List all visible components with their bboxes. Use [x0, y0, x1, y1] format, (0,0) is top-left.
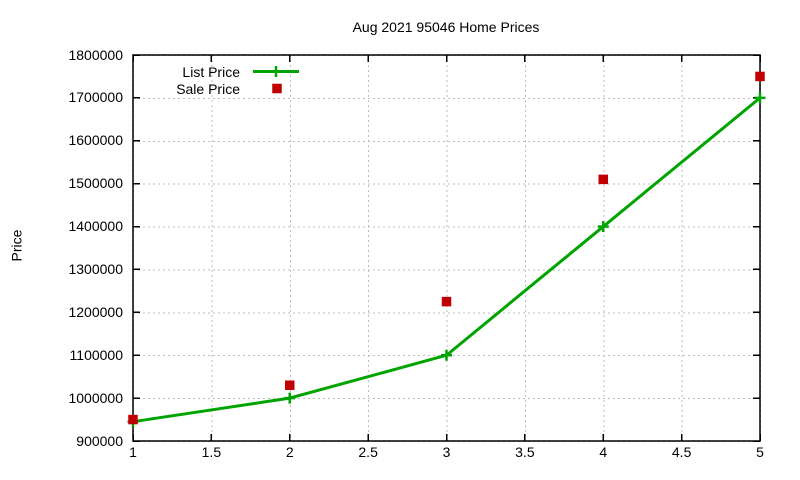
- chart-title: Aug 2021 95046 Home Prices: [352, 19, 540, 35]
- plot-frame: [132, 54, 761, 442]
- x-tick-label: 4: [599, 444, 608, 460]
- x-tick-label: 4.5: [671, 444, 692, 460]
- y-tick-label: 1500000: [68, 175, 123, 192]
- y-tick-label: 1600000: [68, 132, 123, 149]
- y-tick-label: 1200000: [68, 303, 123, 320]
- y-tick-label: 1000000: [68, 389, 123, 406]
- y-tick-label: 900000: [76, 432, 123, 449]
- x-tick-label: 2: [285, 444, 294, 460]
- x-tick-label: 1.5: [201, 444, 222, 460]
- sale-price-markers: [128, 71, 765, 425]
- axis-ticks: [132, 54, 761, 442]
- y-tick-label: 1300000: [68, 260, 123, 277]
- x-tick-label: 3: [442, 444, 451, 460]
- x-tick-label: 1: [129, 444, 137, 460]
- x-tick-label: 2.5: [358, 444, 378, 460]
- legend-label-sale-price: Sale Price: [176, 81, 240, 97]
- y-tick-label: 1400000: [68, 218, 123, 235]
- legend-label-list-price: List Price: [182, 64, 240, 80]
- y-tick-label: 1800000: [68, 46, 123, 63]
- legend-samples: [253, 66, 299, 94]
- y-tick-label: 1100000: [69, 346, 123, 363]
- grid-lines: [133, 55, 761, 442]
- legend-sale-price-sample: [272, 83, 282, 94]
- x-tick-label: 3.5: [515, 444, 535, 460]
- y-tick-label: 1700000: [68, 89, 123, 106]
- x-tick-label: 5: [756, 444, 764, 460]
